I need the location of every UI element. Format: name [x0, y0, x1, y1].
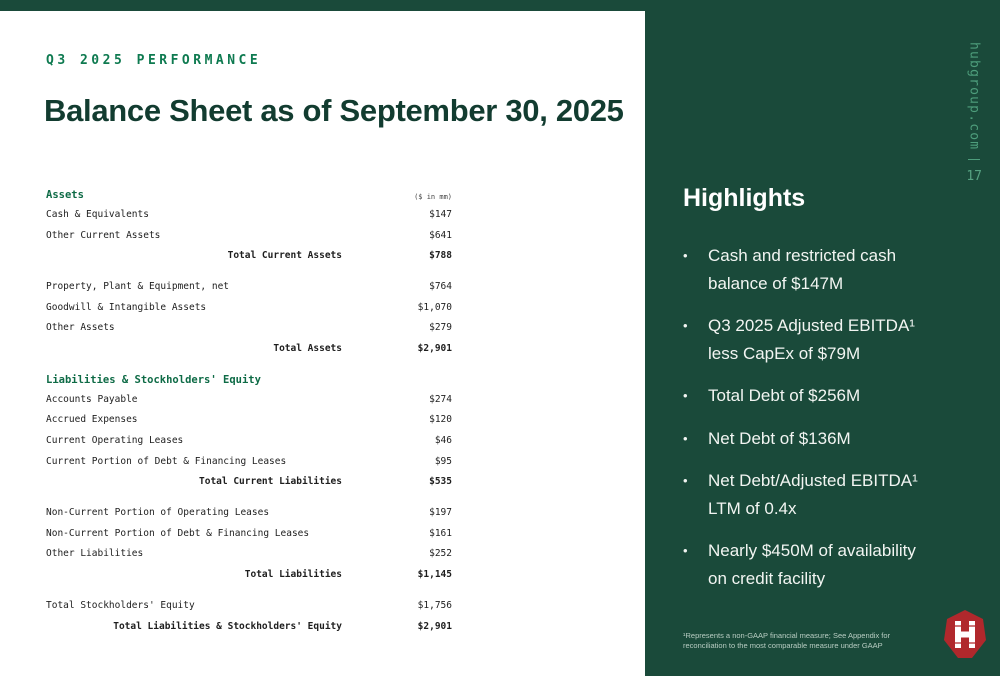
slide-eyebrow: Q3 2025 PERFORMANCE	[46, 53, 262, 68]
row-value: $95	[434, 455, 452, 467]
row-label: Current Operating Leases	[46, 435, 184, 447]
table-row: Total Liabilities $1,145	[46, 564, 452, 585]
row-value: $535	[429, 476, 452, 488]
bullet-icon: •	[683, 318, 688, 333]
table-row: Non-Current Portion of Operating Leases $…	[46, 502, 452, 523]
bullet-icon: •	[683, 543, 688, 558]
row-value: $2,901	[417, 342, 452, 354]
table-row: Other Liabilities $252	[46, 544, 452, 565]
row-label: Total Stockholders' Equity	[46, 599, 195, 611]
row-value: $120	[429, 414, 452, 426]
bullet-icon: •	[683, 473, 688, 488]
table-row: Current Portion of Debt & Financing Leas…	[46, 451, 452, 472]
row-label: Accounts Payable	[46, 393, 138, 405]
highlight-bullet: • Net Debt/Adjusted EBITDA¹ LTM of 0.4x	[683, 467, 945, 522]
row-label: Total Current Assets	[227, 250, 342, 262]
row-label: Property, Plant & Equipment, net	[46, 280, 230, 292]
highlight-bullet: • Nearly $450M of availability on credit …	[683, 537, 945, 592]
row-label: Other Liabilities	[46, 548, 144, 560]
row-value: $252	[429, 548, 452, 560]
table-row: Non-Current Portion of Debt & Financing …	[46, 523, 452, 544]
row-value: $279	[429, 322, 452, 334]
footnote: ¹Represents a non-GAAP financial measure…	[683, 631, 891, 650]
row-label: Non-Current Portion of Operating Leases	[46, 507, 270, 519]
row-label: Non-Current Portion of Debt & Financing …	[46, 527, 310, 539]
row-value: $641	[429, 229, 452, 241]
balance-sheet: Assets ($ in mm) Cash & Equivalents $147 Oth…	[46, 183, 452, 636]
row-value: $147	[429, 208, 452, 220]
row-label: Cash & Equivalents	[46, 208, 149, 220]
highlight-text: Net Debt/Adjusted EBITDA¹ LTM of 0.4x	[708, 471, 918, 518]
highlights-list: • Cash and restricted cash balance of $14…	[683, 242, 945, 607]
row-label: Current Portion of Debt & Financing Leas…	[46, 455, 287, 467]
website-label: hubgroup.com	[966, 42, 982, 151]
table-row: Total Stockholders' Equity $1,756	[46, 595, 452, 616]
highlight-text: Nearly $450M of availability on credit f…	[708, 541, 916, 588]
row-label: Total Current Liabilities	[199, 476, 342, 488]
row-label: Accrued Expenses	[46, 414, 138, 426]
highlight-bullet: • Total Debt of $256M	[683, 382, 945, 410]
highlight-text: Net Debt of $136M	[708, 428, 851, 448]
row-label: Other Current Assets	[46, 229, 161, 241]
row-label: Total Assets	[273, 342, 342, 354]
table-row: Cash & Equivalents $147	[46, 204, 452, 225]
highlight-bullet: • Net Debt of $136M	[683, 425, 945, 453]
row-value: $2,901	[417, 620, 452, 632]
highlight-bullet: • Q3 2025 Adjusted EBITDA¹ less CapEx of …	[683, 312, 945, 367]
table-row: Property, Plant & Equipment, net $764	[46, 276, 452, 297]
balance-sheet-section: Assets ($ in mm) Cash & Equivalents $147 Oth…	[46, 183, 452, 359]
highlight-text: Cash and restricted cash balance of $147…	[708, 246, 897, 293]
section-header-row: Liabilities & Stockholders' Equity	[46, 368, 452, 386]
table-row: Total Current Assets $788	[46, 245, 452, 266]
row-spacer	[46, 585, 452, 595]
row-label: Other Assets	[46, 322, 115, 334]
row-value: $161	[429, 527, 452, 539]
units-note: ($ in mm)	[414, 193, 452, 201]
row-spacer	[46, 492, 452, 502]
table-row: Other Assets $279	[46, 317, 452, 338]
bullet-icon: •	[683, 388, 688, 403]
row-value: $1,756	[417, 599, 452, 611]
divider	[968, 159, 981, 161]
row-value: $1,070	[417, 301, 452, 313]
row-label: Total Liabilities	[244, 569, 342, 581]
row-label: Goodwill & Intangible Assets	[46, 301, 207, 313]
row-value: $1,145	[417, 569, 452, 581]
table-row: Total Assets $2,901	[46, 338, 452, 359]
row-value: $788	[429, 250, 452, 262]
row-label: Total Liabilities & Stockholders' Equity	[113, 620, 342, 632]
bullet-icon: •	[683, 248, 688, 263]
highlight-text: Total Debt of $256M	[708, 386, 861, 405]
row-value: $274	[429, 393, 452, 405]
balance-sheet-section: Liabilities & Stockholders' Equity Accoun…	[46, 368, 452, 637]
row-value: $764	[429, 280, 452, 292]
top-accent-bar	[0, 0, 1000, 11]
section-header: Assets	[46, 189, 84, 201]
table-row: Accrued Expenses $120	[46, 410, 452, 431]
row-value: $46	[434, 435, 452, 447]
side-meta: hubgroup.com 17	[966, 42, 982, 184]
bullet-icon: •	[683, 430, 688, 446]
row-value: $197	[429, 507, 452, 519]
table-row: Other Current Assets $641	[46, 225, 452, 246]
row-spacer	[46, 266, 452, 276]
highlight-bullet: • Cash and restricted cash balance of $14…	[683, 242, 945, 297]
hub-group-logo-icon	[944, 610, 986, 658]
table-row: Total Current Liabilities $535	[46, 472, 452, 493]
highlight-text: Q3 2025 Adjusted EBITDA¹ less CapEx of $…	[708, 316, 915, 363]
table-row: Accounts Payable $274	[46, 389, 452, 410]
table-row: Total Liabilities & Stockholders' Equity…	[46, 616, 452, 637]
page-number: 17	[966, 169, 982, 185]
highlights-panel	[645, 0, 1000, 676]
page-title: Balance Sheet as of September 30, 2025	[44, 93, 624, 128]
table-row: Current Operating Leases $46	[46, 430, 452, 451]
table-row: Goodwill & Intangible Assets $1,070	[46, 297, 452, 318]
section-header: Liabilities & Stockholders' Equity	[46, 373, 261, 386]
section-header-row: Assets ($ in mm)	[46, 183, 452, 201]
highlights-title: Highlights	[683, 184, 806, 212]
